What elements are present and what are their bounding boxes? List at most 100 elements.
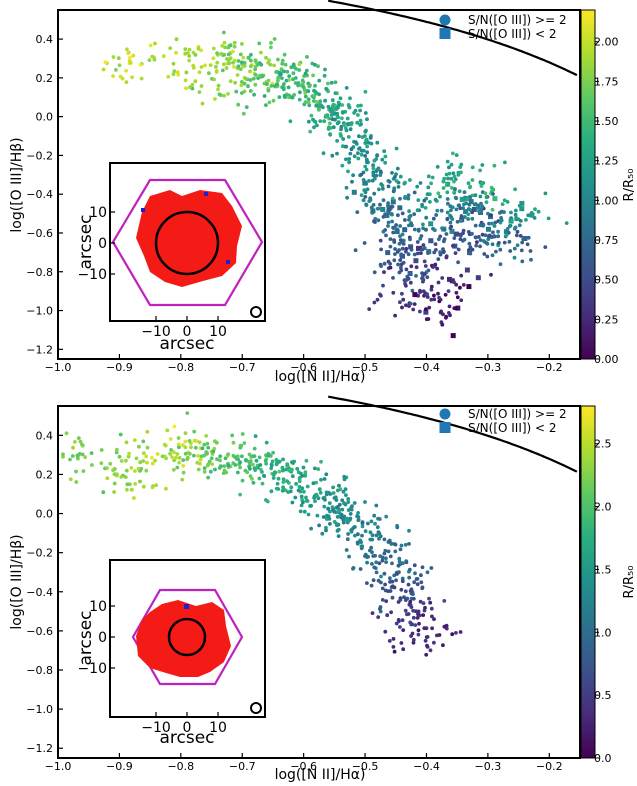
data-point bbox=[409, 264, 414, 269]
data-point bbox=[188, 452, 192, 456]
data-point-square bbox=[428, 238, 434, 244]
data-point bbox=[422, 293, 426, 298]
data-point bbox=[280, 61, 285, 66]
data-point bbox=[394, 179, 399, 183]
data-point bbox=[132, 438, 137, 442]
data-point bbox=[406, 196, 411, 201]
data-point bbox=[384, 599, 389, 603]
data-point bbox=[392, 542, 397, 546]
data-point bbox=[418, 309, 422, 314]
data-point bbox=[249, 58, 253, 63]
y-tick-label: −0.4 bbox=[26, 586, 53, 599]
data-point bbox=[410, 288, 415, 293]
data-point bbox=[228, 43, 233, 48]
inset-x-tick-label: 10 bbox=[209, 720, 227, 736]
data-point bbox=[327, 116, 331, 121]
data-point bbox=[136, 466, 141, 471]
data-point bbox=[470, 216, 475, 221]
data-point bbox=[453, 195, 458, 200]
data-point bbox=[375, 297, 380, 302]
data-point bbox=[378, 607, 382, 611]
data-point bbox=[363, 195, 368, 199]
data-point bbox=[459, 273, 464, 278]
colorbar-tick-label: 1.50 bbox=[594, 115, 619, 128]
data-point bbox=[331, 491, 336, 495]
data-point bbox=[208, 469, 213, 474]
data-point bbox=[365, 144, 369, 149]
data-point bbox=[305, 484, 310, 489]
data-point bbox=[513, 212, 518, 217]
data-point bbox=[459, 214, 464, 218]
data-point bbox=[459, 298, 464, 303]
data-point bbox=[371, 578, 376, 583]
data-point bbox=[392, 649, 397, 654]
data-point bbox=[209, 456, 214, 461]
data-point bbox=[380, 157, 385, 162]
data-point bbox=[75, 454, 80, 458]
data-point-square bbox=[416, 245, 421, 251]
data-point bbox=[306, 512, 311, 517]
data-point bbox=[412, 190, 417, 195]
data-point bbox=[349, 507, 354, 512]
data-point bbox=[392, 240, 397, 244]
data-point bbox=[200, 446, 205, 451]
data-point bbox=[526, 235, 531, 240]
data-point bbox=[175, 70, 180, 74]
data-point bbox=[353, 140, 358, 145]
data-point bbox=[218, 464, 223, 468]
data-point bbox=[257, 455, 262, 460]
data-point bbox=[222, 62, 226, 67]
data-point bbox=[437, 633, 442, 637]
data-point bbox=[415, 251, 420, 256]
data-point bbox=[344, 185, 349, 190]
data-point bbox=[478, 223, 483, 228]
data-point bbox=[171, 61, 176, 66]
data-point bbox=[404, 249, 408, 254]
x-tick-label: −1.0 bbox=[45, 760, 72, 773]
data-point bbox=[397, 556, 402, 561]
data-point bbox=[378, 169, 383, 174]
data-point bbox=[130, 75, 135, 80]
data-point bbox=[428, 600, 433, 605]
data-point bbox=[219, 51, 224, 56]
data-point bbox=[165, 428, 170, 433]
data-point bbox=[429, 606, 434, 611]
data-point bbox=[492, 224, 497, 228]
data-point bbox=[127, 55, 132, 60]
data-point bbox=[193, 79, 198, 84]
data-point bbox=[499, 216, 503, 220]
data-point bbox=[181, 458, 186, 462]
data-point bbox=[528, 249, 533, 253]
data-point bbox=[339, 127, 343, 132]
data-point bbox=[174, 37, 179, 42]
data-point bbox=[449, 162, 454, 167]
data-point bbox=[358, 118, 363, 123]
data-point bbox=[213, 97, 217, 101]
data-point bbox=[311, 73, 315, 78]
data-point bbox=[418, 181, 423, 185]
legend-top: S/N([O III]) >= 2 S/N([O III]) < 2 bbox=[439, 13, 567, 41]
data-point-square bbox=[459, 196, 465, 202]
data-point bbox=[127, 451, 131, 456]
data-point bbox=[484, 195, 489, 200]
data-point bbox=[309, 526, 313, 531]
data-point bbox=[105, 466, 109, 470]
data-point bbox=[412, 252, 417, 257]
data-point bbox=[436, 257, 441, 261]
data-point bbox=[407, 542, 411, 546]
data-point bbox=[240, 478, 245, 483]
data-point bbox=[345, 195, 349, 200]
data-point bbox=[492, 163, 497, 168]
data-point bbox=[253, 82, 258, 87]
data-point bbox=[272, 470, 277, 474]
data-point bbox=[389, 610, 393, 615]
data-point bbox=[231, 440, 236, 445]
data-point bbox=[411, 615, 416, 620]
data-point bbox=[120, 76, 125, 81]
data-point bbox=[323, 98, 327, 103]
data-point bbox=[411, 307, 416, 312]
data-point bbox=[518, 219, 523, 223]
inset-y-tick-label: 10 bbox=[89, 205, 107, 221]
data-point bbox=[421, 278, 426, 282]
data-point bbox=[533, 207, 537, 212]
